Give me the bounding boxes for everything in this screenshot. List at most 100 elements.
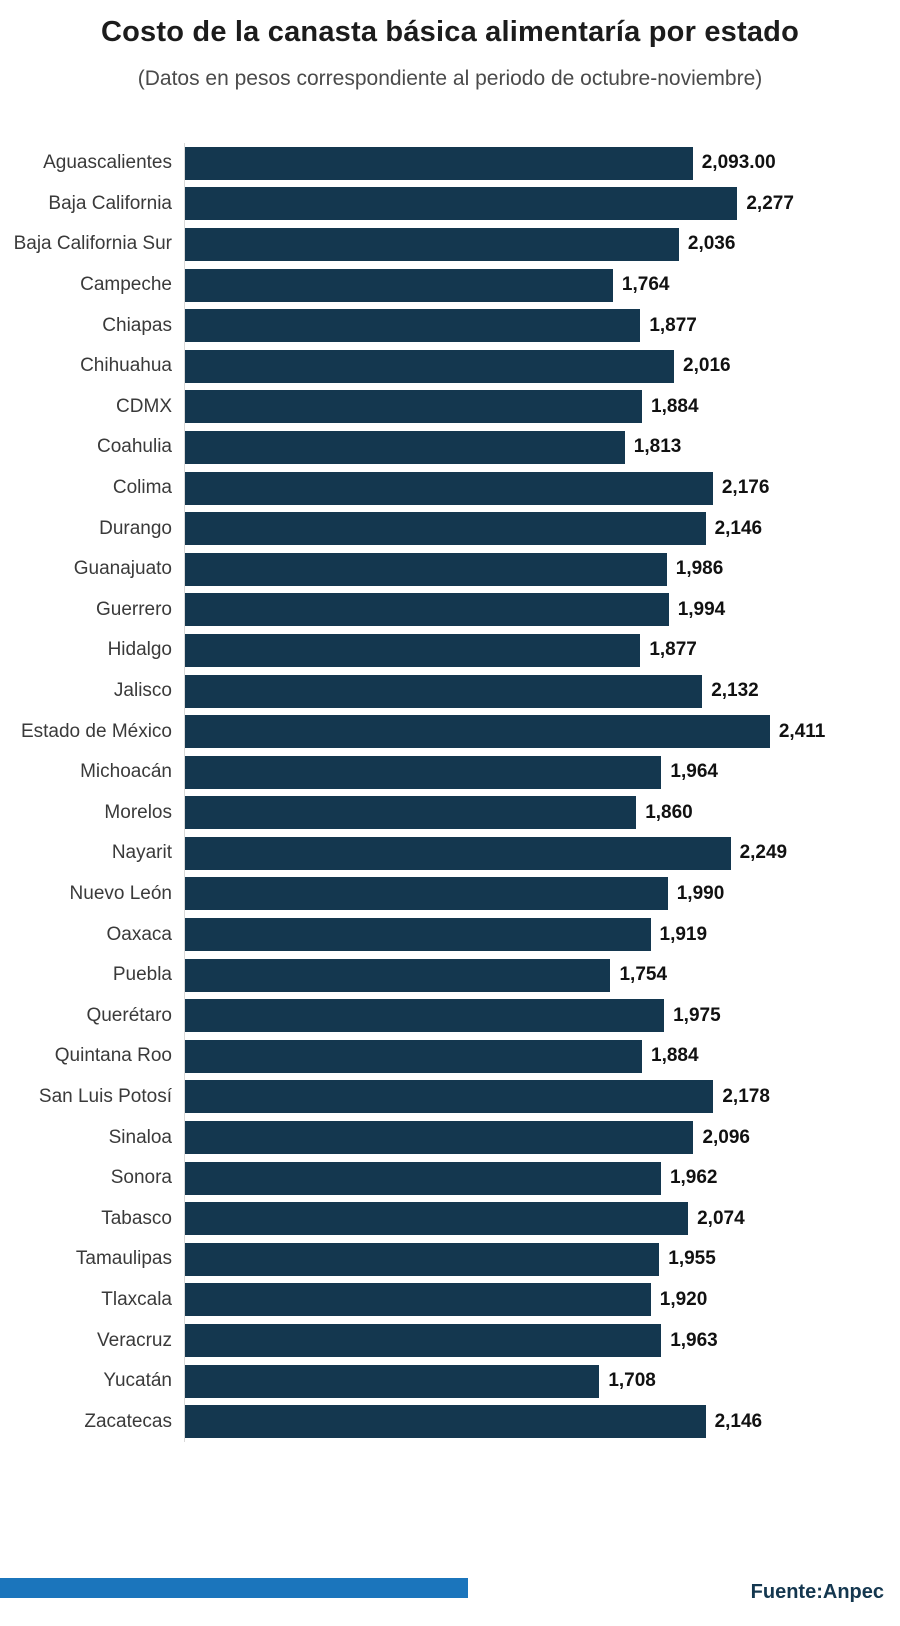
category-label: San Luis Potosí	[38, 1085, 172, 1107]
value-label: 1,920	[659, 1288, 708, 1310]
bar	[185, 999, 665, 1033]
chart-row: Puebla 1,754	[0, 954, 900, 996]
category-label: Colima	[112, 477, 172, 499]
chart-row: San Luis Potosí 2,178	[0, 1076, 900, 1118]
bar	[185, 146, 693, 180]
value-label: 1,708	[608, 1370, 656, 1392]
category-label: Oaxaca	[106, 923, 172, 945]
chart-row: Jalisco 2,132	[0, 670, 900, 712]
value-label: 1,963	[670, 1329, 718, 1351]
value-label: 2,146	[714, 1410, 763, 1432]
chart-row: Michoacán 1,964	[0, 751, 900, 793]
category-label: Nayarit	[111, 842, 172, 864]
bar	[185, 1364, 600, 1398]
category-label: CDMX	[116, 395, 172, 417]
value-label: 1,986	[675, 558, 724, 580]
chart-title: Costo de la canasta básica alimentaría p…	[101, 16, 799, 48]
chart-row: Colima 2,176	[0, 467, 900, 509]
category-label: Puebla	[112, 964, 172, 986]
chart-row: Tlaxcala 1,920	[0, 1279, 900, 1321]
category-label: Quintana Roo	[54, 1045, 172, 1067]
bar	[185, 268, 613, 302]
value-label: 2,016	[683, 355, 731, 377]
bar-area: 1,975	[184, 995, 900, 1037]
category-label: Tlaxcala	[101, 1288, 172, 1310]
category-label: Guerrero	[95, 598, 172, 620]
value-label: 1,813	[633, 436, 682, 458]
value-label: 2,132	[711, 680, 759, 702]
bar	[185, 1283, 651, 1317]
value-label: 2,277	[746, 192, 794, 214]
value-label: 1,990	[676, 882, 725, 904]
chart-row: Quintana Roo 1,884	[0, 1036, 900, 1077]
chart-row: Estado de México 2,411	[0, 711, 900, 752]
chart-row: Zacatecas 2,146	[0, 1401, 900, 1442]
chart-row: CDMX 1,884	[0, 386, 900, 428]
chart-row: Hidalgo 1,877	[0, 630, 900, 671]
chart-subtitle: (Datos en pesos correspondiente al perio…	[137, 67, 763, 90]
category-label: Hidalgo	[107, 639, 172, 661]
chart-row: Tamaulipas 1,955	[0, 1239, 900, 1280]
value-label: 2,411	[778, 720, 826, 742]
bar-chart: Aguascalientes 2,093.00 Baja California 2,2…	[0, 143, 900, 1442]
bar	[185, 674, 703, 708]
value-label: 2,093.00	[701, 152, 776, 174]
category-label: Baja California Sur	[13, 233, 172, 255]
bar	[185, 1242, 660, 1276]
bar	[185, 877, 668, 911]
bar-area: 1,764	[184, 264, 900, 306]
bar-area: 1,964	[184, 751, 900, 793]
bar-area: 2,016	[184, 345, 900, 387]
value-label: 1,884	[651, 1045, 699, 1067]
chart-row: Veracruz 1,963	[0, 1320, 900, 1361]
category-label: Coahulia	[97, 436, 172, 458]
value-label: 1,877	[649, 639, 697, 661]
chart-row: Durango 2,146	[0, 508, 900, 549]
category-label: Tamaulipas	[75, 1248, 172, 1270]
value-label: 2,178	[722, 1085, 770, 1107]
chart-row: Guerrero 1,994	[0, 589, 900, 631]
bar	[185, 187, 738, 221]
bar	[185, 918, 651, 952]
bar	[185, 796, 637, 830]
bar-area: 1,990	[184, 873, 900, 915]
category-label: Estado de México	[20, 720, 172, 742]
category-label: Zacatecas	[84, 1410, 172, 1432]
bar	[185, 349, 675, 383]
category-label: Guanajuato	[73, 558, 172, 580]
bar-area: 2,036	[184, 224, 900, 265]
bar	[185, 755, 662, 789]
category-label: Sonora	[110, 1167, 172, 1189]
footer-accent-strip	[0, 1578, 468, 1598]
bar-area: 1,963	[184, 1320, 900, 1361]
value-label: 2,036	[687, 233, 736, 255]
value-label: 1,860	[645, 801, 693, 823]
bar-area: 1,877	[184, 630, 900, 671]
value-label: 2,249	[739, 842, 788, 864]
value-label: 1,884	[651, 395, 699, 417]
category-label: Tabasco	[101, 1207, 172, 1229]
bar-area: 1,994	[184, 589, 900, 631]
bar	[185, 958, 611, 992]
chart-row: Sinaloa 2,096	[0, 1117, 900, 1158]
bar-area: 2,093.00	[184, 143, 900, 184]
bar-area: 1,877	[184, 305, 900, 346]
category-label: Morelos	[104, 801, 172, 823]
bar	[185, 593, 669, 627]
category-label: Nuevo León	[69, 882, 172, 904]
chart-row: Chiapas 1,877	[0, 305, 900, 346]
bar	[185, 715, 770, 749]
chart-row: Baja California Sur 2,036	[0, 224, 900, 265]
value-label: 2,176	[721, 477, 770, 499]
bar-area: 2,146	[184, 1401, 900, 1442]
source-credit: Fuente:Anpec	[750, 1581, 884, 1603]
value-label: 1,964	[670, 761, 718, 783]
bar-area: 2,178	[184, 1076, 900, 1118]
value-label: 1,975	[673, 1004, 721, 1026]
category-label: Veracruz	[97, 1329, 172, 1351]
bar-area: 2,146	[184, 508, 900, 549]
chart-row: Sonora 1,962	[0, 1157, 900, 1199]
category-label: Chihuahua	[80, 355, 172, 377]
category-label: Yucatán	[103, 1370, 172, 1392]
